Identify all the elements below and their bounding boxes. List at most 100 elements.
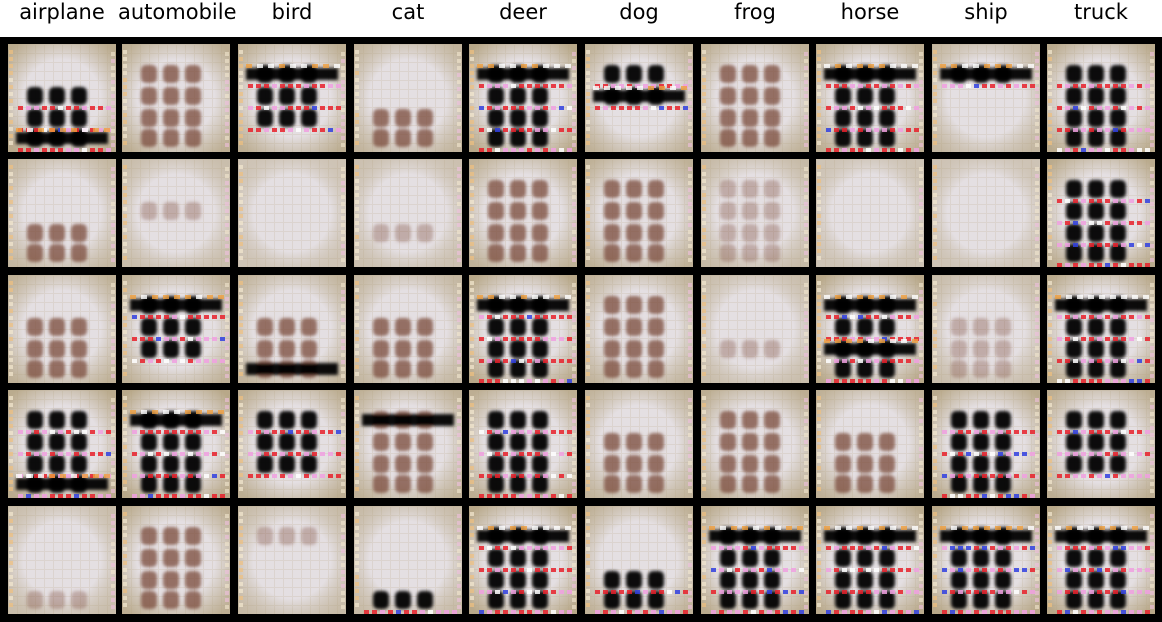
sample-image-cat-5	[354, 506, 462, 614]
sample-image-deer-5	[469, 506, 577, 614]
sample-image-automobile-3	[122, 275, 230, 383]
sample-image-frog-1	[701, 44, 809, 152]
sample-image-frog-4	[701, 390, 809, 498]
class-label-bird: bird	[271, 0, 313, 24]
generated-sample-texture	[354, 506, 462, 614]
sample-image-deer-3	[469, 275, 577, 383]
sample-image-truck-2	[1047, 159, 1155, 267]
sample-image-cat-4	[354, 390, 462, 498]
sample-image-bird-2	[238, 159, 346, 267]
generated-sample-texture	[701, 159, 809, 267]
class-label-ship: ship	[964, 0, 1008, 24]
sample-image-bird-1	[238, 44, 346, 152]
generated-sample-texture	[469, 44, 577, 152]
sample-image-automobile-5	[122, 506, 230, 614]
generated-sample-texture	[816, 390, 924, 498]
sample-image-bird-3	[238, 275, 346, 383]
sample-image-horse-3	[816, 275, 924, 383]
sample-image-automobile-2	[122, 159, 230, 267]
generated-sample-texture	[585, 159, 693, 267]
generated-sample-texture	[122, 159, 230, 267]
generated-sample-texture	[701, 44, 809, 152]
sample-image-ship-1	[932, 44, 1040, 152]
generated-sample-texture	[585, 390, 693, 498]
generated-sample-texture	[932, 44, 1040, 152]
generated-sample-texture	[1047, 44, 1155, 152]
sample-image-truck-1	[1047, 44, 1155, 152]
sample-image-deer-1	[469, 44, 577, 152]
generated-sample-texture	[816, 44, 924, 152]
generated-sample-texture	[238, 159, 346, 267]
class-label-truck: truck	[1074, 0, 1128, 24]
class-label-deer: deer	[499, 0, 547, 24]
generated-sample-texture	[8, 275, 116, 383]
sample-image-frog-5	[701, 506, 809, 614]
generated-sample-texture	[816, 506, 924, 614]
sample-image-horse-5	[816, 506, 924, 614]
sample-image-frog-2	[701, 159, 809, 267]
class-label-header: airplane automobile bird cat deer dog frog hors…	[0, 0, 1162, 36]
generated-sample-texture	[701, 275, 809, 383]
generated-sample-texture	[238, 275, 346, 383]
sample-image-truck-3	[1047, 275, 1155, 383]
sample-image-airplane-4	[8, 390, 116, 498]
generated-sample-texture	[932, 506, 1040, 614]
sample-image-airplane-1	[8, 44, 116, 152]
class-label-dog: dog	[619, 0, 659, 24]
class-label-cat: cat	[391, 0, 425, 24]
generated-sample-texture	[1047, 275, 1155, 383]
sample-image-ship-2	[932, 159, 1040, 267]
generated-sample-texture	[8, 44, 116, 152]
generated-sample-texture	[122, 275, 230, 383]
sample-image-truck-4	[1047, 390, 1155, 498]
generated-sample-texture	[585, 506, 693, 614]
generated-sample-texture	[354, 44, 462, 152]
sample-image-airplane-5	[8, 506, 116, 614]
generated-sample-texture	[932, 275, 1040, 383]
generated-sample-texture	[122, 44, 230, 152]
generated-sample-texture	[8, 159, 116, 267]
generated-sample-texture	[8, 390, 116, 498]
sample-image-deer-2	[469, 159, 577, 267]
generated-sample-texture	[122, 390, 230, 498]
sample-image-deer-4	[469, 390, 577, 498]
sample-image-horse-2	[816, 159, 924, 267]
generated-sample-texture	[585, 44, 693, 152]
sample-image-ship-4	[932, 390, 1040, 498]
class-label-frog: frog	[734, 0, 776, 24]
class-label-airplane: airplane	[19, 0, 105, 24]
generated-sample-texture	[8, 506, 116, 614]
sample-image-airplane-3	[8, 275, 116, 383]
generated-sample-texture	[932, 390, 1040, 498]
sample-image-airplane-2	[8, 159, 116, 267]
generated-sample-texture	[122, 506, 230, 614]
generated-sample-texture	[816, 275, 924, 383]
sample-image-horse-1	[816, 44, 924, 152]
generated-sample-texture	[238, 44, 346, 152]
sample-image-dog-2	[585, 159, 693, 267]
sample-image-bird-4	[238, 390, 346, 498]
class-label-horse: horse	[840, 0, 900, 24]
sample-image-ship-3	[932, 275, 1040, 383]
generated-sample-texture	[469, 390, 577, 498]
sample-image-automobile-4	[122, 390, 230, 498]
generated-sample-texture	[354, 159, 462, 267]
generated-sample-texture	[932, 159, 1040, 267]
sample-image-ship-5	[932, 506, 1040, 614]
generated-sample-texture	[816, 159, 924, 267]
sample-image-frog-3	[701, 275, 809, 383]
sample-image-bird-5	[238, 506, 346, 614]
generated-sample-texture	[701, 390, 809, 498]
sample-grid	[0, 37, 1162, 622]
generated-sample-texture	[1047, 159, 1155, 267]
generated-sample-texture	[1047, 390, 1155, 498]
sample-image-dog-1	[585, 44, 693, 152]
sample-image-automobile-1	[122, 44, 230, 152]
sample-image-cat-3	[354, 275, 462, 383]
sample-image-dog-4	[585, 390, 693, 498]
generated-sample-texture	[469, 159, 577, 267]
sample-image-dog-5	[585, 506, 693, 614]
generated-sample-texture	[238, 506, 346, 614]
sample-image-truck-5	[1047, 506, 1155, 614]
sample-image-dog-3	[585, 275, 693, 383]
